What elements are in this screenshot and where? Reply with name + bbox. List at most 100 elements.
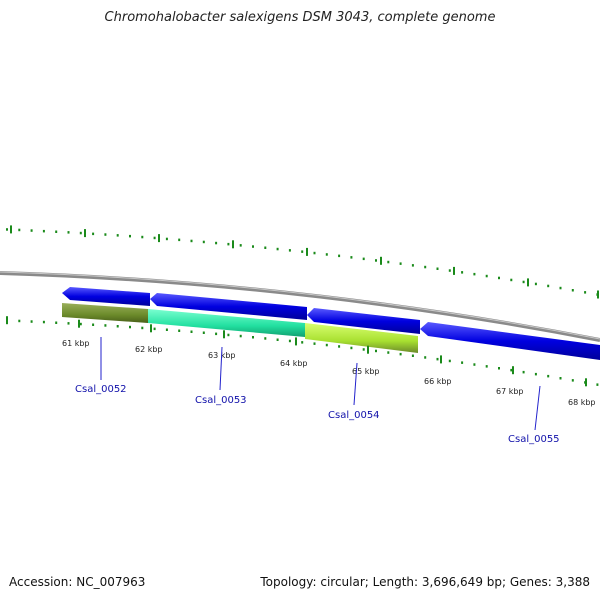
major-tick (158, 234, 160, 243)
minor-tick (116, 325, 119, 328)
major-tick (453, 266, 455, 275)
minor-tick (18, 228, 21, 232)
minor-tick (190, 330, 193, 333)
minor-tick (239, 334, 242, 338)
minor-tick (288, 339, 291, 343)
cds-arrow-2[interactable] (150, 293, 307, 320)
major-tick (440, 355, 442, 364)
major-tick (232, 240, 234, 249)
minor-tick (362, 348, 365, 351)
minor-tick (165, 237, 168, 241)
major-tick (84, 229, 86, 238)
minor-tick (227, 242, 230, 246)
minor-tick (338, 254, 341, 258)
gene-track (62, 303, 418, 353)
minor-tick (227, 333, 230, 337)
minor-tick (129, 325, 131, 329)
minor-tick (264, 337, 267, 340)
minor-tick (42, 229, 45, 233)
minor-tick (202, 240, 205, 244)
minor-tick (202, 331, 205, 334)
minor-tick (375, 259, 377, 262)
gene-bar-csal-0052[interactable] (62, 303, 148, 323)
minor-tick (264, 246, 267, 249)
cds-arrow-4[interactable] (420, 322, 600, 360)
major-tick (295, 337, 297, 346)
minor-tick (485, 274, 488, 278)
minor-tick (547, 284, 550, 288)
scale-labels: 61 kbp 62 kbp 63 kbp 64 kbp 65 kbp 66 kb… (62, 339, 596, 407)
genome-backbone (0, 271, 600, 342)
major-tick (367, 345, 369, 354)
minor-tick (436, 357, 439, 361)
minor-tick (485, 365, 488, 368)
minor-tick (129, 234, 131, 238)
gene-label-csal-0052[interactable]: Csal_0052 (75, 384, 127, 395)
minor-tick (239, 244, 242, 247)
scale-label: 64 kbp (280, 359, 308, 368)
minor-tick (79, 322, 82, 326)
map-title: Chromohalobacter salexigens DSM 3043, co… (104, 10, 496, 25)
minor-tick (55, 321, 58, 324)
minor-tick (411, 354, 414, 357)
major-tick (380, 256, 382, 265)
minor-tick (498, 276, 500, 280)
minor-tick (153, 236, 156, 240)
scale-label: 67 kbp (496, 387, 524, 396)
minor-tick (436, 267, 439, 270)
forward-cds-track (62, 287, 600, 360)
gene-label-csal-0054[interactable]: Csal_0054 (328, 410, 380, 421)
minor-tick (559, 377, 562, 380)
gene-bar-csal-0053[interactable] (148, 309, 305, 337)
minor-tick (18, 319, 21, 323)
cds-arrow-3[interactable] (307, 308, 420, 334)
gene-label-csal-0053[interactable]: Csal_0053 (195, 395, 247, 406)
minor-tick (153, 327, 156, 331)
minor-tick (6, 228, 8, 231)
minor-tick (448, 359, 451, 363)
minor-tick (338, 345, 341, 348)
minor-tick (522, 280, 525, 284)
minor-tick (559, 286, 562, 290)
leader-csal-0055 (534, 385, 541, 431)
minor-tick (141, 326, 144, 330)
minor-tick (362, 257, 365, 261)
minor-tick (301, 341, 304, 344)
minor-tick (571, 379, 574, 382)
major-tick (78, 319, 80, 328)
major-tick (223, 330, 225, 339)
minor-tick (116, 234, 119, 237)
scale-label: 61 kbp (62, 339, 90, 348)
minor-tick (165, 328, 168, 331)
upper-tick-ring (6, 225, 599, 299)
gene-labels: Csal_0052 Csal_0053 Csal_0054 Csal_0055 (75, 384, 560, 445)
major-tick (597, 290, 599, 299)
minor-tick (325, 253, 328, 256)
minor-tick (301, 250, 304, 253)
minor-tick (498, 367, 500, 370)
minor-tick (350, 256, 353, 259)
minor-tick (325, 343, 328, 347)
minor-tick (92, 232, 95, 236)
major-tick (306, 247, 308, 256)
minor-tick (534, 282, 537, 286)
gene-label-csal-0055[interactable]: Csal_0055 (508, 434, 560, 445)
scale-label: 65 kbp (352, 367, 380, 376)
scale-label: 66 kbp (424, 377, 452, 386)
minor-tick (399, 352, 402, 356)
minor-tick (141, 235, 144, 239)
minor-tick (387, 260, 390, 264)
minor-tick (448, 269, 451, 272)
cds-arrow-1[interactable] (62, 287, 150, 306)
minor-tick (399, 262, 402, 265)
major-tick (527, 278, 529, 287)
minor-tick (596, 383, 599, 386)
minor-tick (473, 363, 476, 366)
minor-tick (313, 251, 316, 255)
minor-tick (30, 320, 33, 323)
gene-bar-csal-0054[interactable] (305, 323, 418, 353)
minor-tick (104, 324, 107, 327)
major-tick (10, 225, 12, 234)
minor-tick (276, 338, 279, 341)
